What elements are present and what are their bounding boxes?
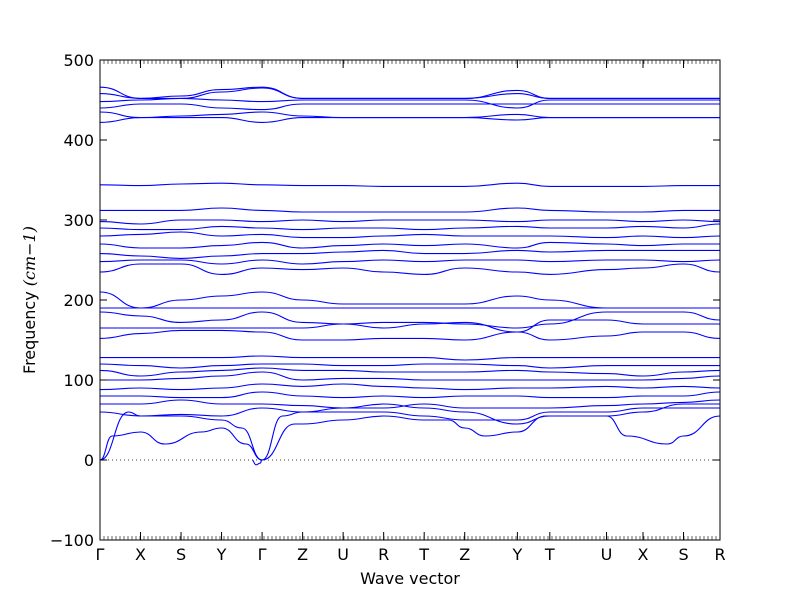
band-line xyxy=(99,363,720,369)
band-line xyxy=(99,427,263,461)
band-line xyxy=(100,355,720,361)
band-line xyxy=(99,383,721,391)
band-line xyxy=(99,329,721,341)
band-line xyxy=(99,259,721,265)
x-kpoint-label: Y xyxy=(511,545,522,564)
x-kpoint-label: Z xyxy=(459,545,470,564)
x-kpoint-label: Γ xyxy=(258,545,267,564)
bands-layer xyxy=(99,86,721,466)
band-line xyxy=(99,103,720,111)
x-kpoint-label: X xyxy=(135,545,146,564)
ticks-layer: −100 0 100 200 300 400 500 Γ X S Y Γ Z U R T Z Y T U X S R xyxy=(50,51,726,564)
band-line xyxy=(99,371,721,381)
y-tick-label: 200 xyxy=(63,291,94,310)
band-line xyxy=(99,241,720,249)
x-kpoint-label: S xyxy=(678,545,688,564)
band-line xyxy=(99,249,720,259)
band-line xyxy=(99,97,720,109)
plot-frame xyxy=(99,59,721,541)
x-kpoint-label: U xyxy=(337,545,349,564)
y-axis-label: Frequency (cm−1) xyxy=(20,226,39,374)
x-kpoint-label: Z xyxy=(297,545,308,564)
x-kpoint-label: Γ xyxy=(96,545,105,564)
band-line xyxy=(99,311,720,333)
x-axis-label: Wave vector xyxy=(360,569,460,588)
band-line xyxy=(100,207,720,213)
x-kpoint-label: Y xyxy=(216,545,227,564)
y-axis-label-unit: (cm−1) xyxy=(20,226,39,286)
band-line xyxy=(99,219,721,225)
band-line xyxy=(99,86,720,99)
band-line xyxy=(99,291,720,309)
band-line xyxy=(99,223,721,231)
y-tick-label: −100 xyxy=(50,531,94,550)
x-kpoint-label: U xyxy=(601,545,613,564)
band-line xyxy=(99,231,721,239)
x-kpoint-label: T xyxy=(544,545,555,564)
x-kpoint-label: R xyxy=(378,545,389,564)
band-line xyxy=(99,111,720,121)
band-line xyxy=(99,411,263,461)
band-line xyxy=(99,403,720,425)
x-kpoint-label: R xyxy=(714,545,725,564)
band-line xyxy=(99,399,721,409)
band-line xyxy=(262,415,721,461)
band-line xyxy=(251,459,263,466)
band-line xyxy=(99,182,720,187)
y-tick-label: 300 xyxy=(63,211,94,230)
x-kpoint-label: T xyxy=(418,545,429,564)
y-tick-label: 400 xyxy=(63,131,94,150)
y-tick-label: 500 xyxy=(63,51,94,70)
band-line xyxy=(99,391,721,399)
y-tick-label: 100 xyxy=(63,371,94,390)
band-line xyxy=(99,263,721,275)
y-axis-label-text: Frequency xyxy=(20,291,39,374)
y-tick-label: 0 xyxy=(84,451,94,470)
x-kpoint-label: X xyxy=(638,545,649,564)
x-kpoint-label: S xyxy=(176,545,186,564)
band-line xyxy=(99,367,721,377)
band-line xyxy=(100,311,721,329)
